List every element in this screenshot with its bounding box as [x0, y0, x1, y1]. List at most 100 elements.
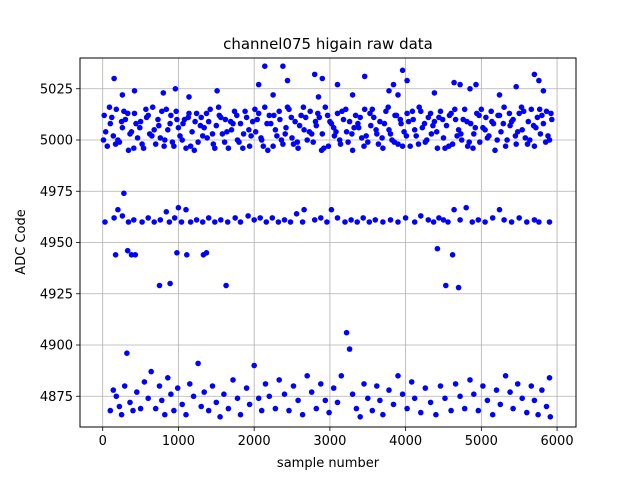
data-point — [141, 379, 148, 385]
data-point — [404, 405, 410, 412]
data-point — [298, 112, 304, 119]
data-point — [205, 407, 212, 414]
data-point — [519, 127, 525, 133]
data-point — [213, 399, 220, 406]
data-point — [404, 77, 410, 84]
data-point — [299, 219, 306, 225]
data-point — [276, 377, 283, 383]
data-point — [115, 206, 121, 213]
data-point — [457, 217, 463, 223]
data-point — [167, 280, 173, 287]
x-tick-label: 1000 — [162, 434, 195, 449]
data-point — [343, 329, 350, 336]
data-point — [175, 124, 182, 131]
data-point — [219, 131, 226, 137]
data-point — [171, 407, 177, 414]
data-point — [178, 219, 185, 225]
data-point — [282, 131, 289, 137]
data-point — [496, 206, 503, 213]
data-point — [547, 414, 554, 420]
data-point — [221, 391, 227, 398]
data-point — [224, 219, 231, 225]
data-point — [395, 219, 401, 225]
data-point — [249, 118, 256, 125]
data-point — [531, 397, 538, 404]
data-point — [299, 411, 306, 418]
y-tick-label: 5000 — [40, 134, 73, 149]
data-point — [218, 114, 224, 121]
data-point — [215, 104, 222, 110]
data-point — [399, 391, 406, 398]
data-point — [190, 393, 197, 400]
data-point — [543, 403, 550, 410]
x-tick-label: 0 — [99, 434, 107, 449]
data-point — [295, 397, 301, 404]
data-point — [127, 399, 133, 406]
data-point — [183, 411, 189, 418]
data-point — [455, 284, 462, 291]
data-point — [237, 219, 244, 225]
data-point — [380, 219, 386, 225]
data-point — [116, 403, 123, 410]
data-point — [271, 112, 277, 119]
data-point — [162, 411, 168, 418]
data-point — [365, 395, 371, 402]
data-point — [197, 122, 204, 129]
data-point — [501, 104, 507, 110]
data-point — [186, 94, 192, 100]
data-point — [115, 137, 121, 143]
data-point — [527, 137, 533, 143]
data-point — [274, 133, 280, 139]
data-point — [277, 116, 283, 123]
data-point — [124, 350, 130, 357]
data-point — [346, 118, 353, 125]
data-point — [383, 108, 389, 115]
data-point — [478, 106, 485, 113]
data-point — [104, 143, 111, 149]
data-point — [304, 373, 311, 379]
data-point — [232, 215, 238, 221]
data-point — [286, 407, 292, 414]
data-point — [121, 190, 127, 197]
data-point — [204, 135, 210, 141]
data-point — [269, 215, 276, 221]
data-point — [537, 131, 544, 137]
data-point — [272, 127, 279, 133]
data-point — [351, 124, 357, 131]
data-point — [373, 127, 379, 133]
data-point — [467, 86, 473, 92]
y-tick-label: 4975 — [40, 185, 73, 200]
data-point — [193, 217, 200, 223]
data-point — [380, 411, 386, 418]
data-point — [334, 399, 341, 406]
data-point — [301, 206, 307, 213]
data-point — [245, 213, 251, 219]
data-point — [278, 137, 285, 143]
data-point — [403, 133, 410, 139]
data-point — [165, 127, 171, 133]
data-point — [243, 385, 250, 391]
data-point — [172, 86, 179, 92]
data-point — [127, 131, 133, 137]
data-point — [255, 395, 262, 402]
data-point — [151, 219, 157, 225]
data-point — [425, 217, 432, 223]
data-point — [145, 112, 151, 119]
data-point — [125, 147, 132, 154]
data-point — [366, 219, 373, 225]
data-point — [243, 114, 250, 121]
data-point — [427, 110, 434, 117]
data-point — [183, 145, 189, 151]
data-point — [198, 403, 204, 410]
data-point — [192, 118, 198, 125]
data-point — [167, 120, 173, 127]
data-point — [469, 219, 476, 225]
data-point — [448, 110, 454, 117]
data-point — [174, 250, 180, 256]
data-point — [308, 389, 315, 395]
data-point — [496, 112, 503, 119]
data-point — [312, 118, 319, 125]
data-point — [209, 131, 216, 137]
data-point — [203, 110, 210, 117]
data-point — [433, 411, 439, 418]
